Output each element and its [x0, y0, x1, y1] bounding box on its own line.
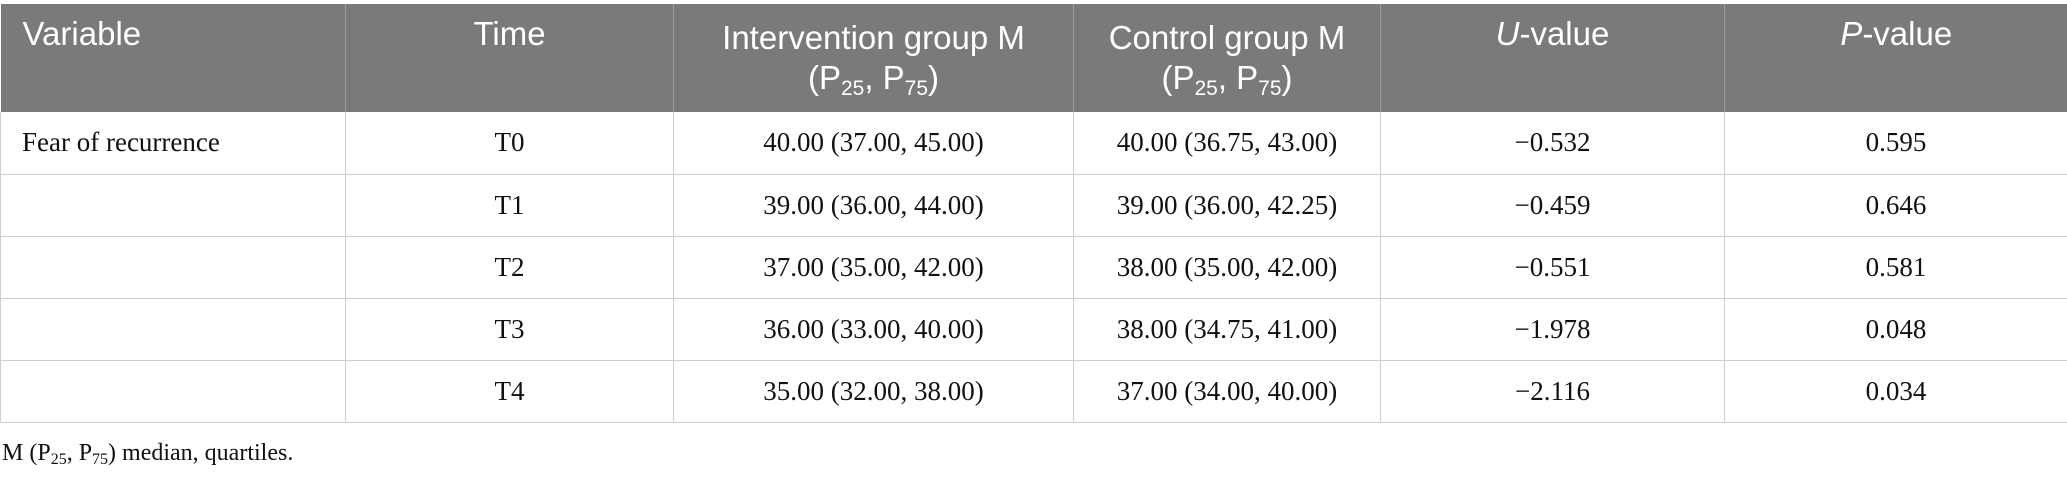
cell-time: T0 — [345, 112, 674, 175]
header-control-group: Control group M (P25, P75) — [1073, 4, 1381, 112]
table-row: T3 36.00 (33.00, 40.00) 38.00 (34.75, 41… — [0, 298, 2067, 361]
header-p-value: P-value — [1724, 4, 2067, 112]
cell-variable — [0, 236, 346, 299]
cell-p-value: 0.595 — [1724, 112, 2067, 175]
cell-time: T4 — [345, 360, 674, 423]
cell-u-value: −0.459 — [1380, 174, 1725, 237]
cell-u-value: −0.551 — [1380, 236, 1725, 299]
cell-control: 39.00 (36.00, 42.25) — [1073, 174, 1381, 237]
cell-intervention: 39.00 (36.00, 44.00) — [673, 174, 1074, 237]
cell-p-value: 0.646 — [1724, 174, 2067, 237]
table-header: Variable Time Intervention group M (P25,… — [0, 4, 2067, 112]
table-row: Fear of recurrence T0 40.00 (37.00, 45.0… — [0, 112, 2067, 175]
cell-intervention: 40.00 (37.00, 45.00) — [673, 112, 1074, 175]
cell-intervention: 37.00 (35.00, 42.00) — [673, 236, 1074, 299]
table-row: T1 39.00 (36.00, 44.00) 39.00 (36.00, 42… — [0, 174, 2067, 237]
table-body: Fear of recurrence T0 40.00 (37.00, 45.0… — [0, 112, 2067, 423]
cell-time: T1 — [345, 174, 674, 237]
cell-u-value: −2.116 — [1380, 360, 1725, 423]
cell-control: 38.00 (35.00, 42.00) — [1073, 236, 1381, 299]
cell-time: T3 — [345, 298, 674, 361]
cell-control: 37.00 (34.00, 40.00) — [1073, 360, 1381, 423]
cell-intervention: 35.00 (32.00, 38.00) — [673, 360, 1074, 423]
header-intervention-group: Intervention group M (P25, P75) — [673, 4, 1074, 112]
cell-control: 38.00 (34.75, 41.00) — [1073, 298, 1381, 361]
cell-p-value: 0.581 — [1724, 236, 2067, 299]
table-footnote: M (P25, P75) median, quartiles. — [2, 440, 294, 468]
cell-time: T2 — [345, 236, 674, 299]
table-row: T4 35.00 (32.00, 38.00) 37.00 (34.00, 40… — [0, 360, 2067, 423]
header-time: Time — [345, 4, 674, 112]
cell-variable: Fear of recurrence — [0, 112, 346, 175]
cell-control: 40.00 (36.75, 43.00) — [1073, 112, 1381, 175]
cell-u-value: −1.978 — [1380, 298, 1725, 361]
header-variable: Variable — [0, 4, 346, 112]
table-row: T2 37.00 (35.00, 42.00) 38.00 (35.00, 42… — [0, 236, 2067, 299]
results-table: Variable Time Intervention group M (P25,… — [0, 4, 2067, 423]
header-u-value: U-value — [1380, 4, 1725, 112]
cell-p-value: 0.034 — [1724, 360, 2067, 423]
cell-variable — [0, 298, 346, 361]
cell-u-value: −0.532 — [1380, 112, 1725, 175]
cell-p-value: 0.048 — [1724, 298, 2067, 361]
cell-variable — [0, 360, 346, 423]
cell-variable — [0, 174, 346, 237]
cell-intervention: 36.00 (33.00, 40.00) — [673, 298, 1074, 361]
